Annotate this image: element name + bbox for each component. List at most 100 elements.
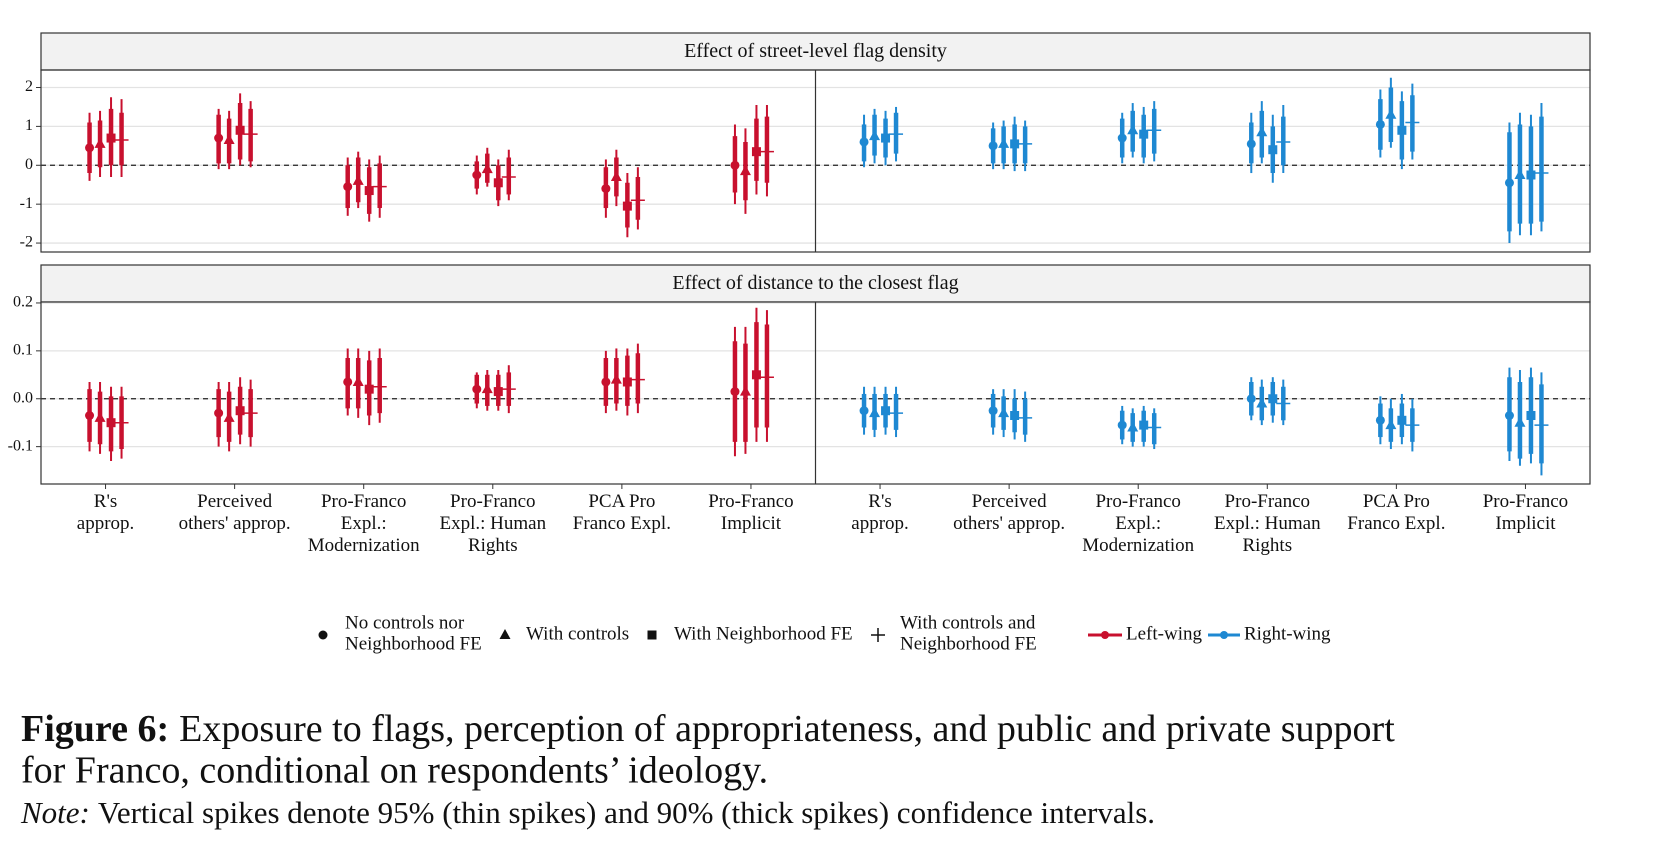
marker: [114, 415, 129, 430]
caption-text: Exposure to flags, perception of appropr…: [179, 708, 1395, 750]
y-tick-label: 2: [25, 78, 33, 95]
x-tick-label: Perceived others' approp.: [179, 491, 291, 534]
marker: [759, 370, 774, 385]
x-tick-label: R's approp.: [851, 491, 909, 534]
caption-line: Figure 6: Exposure to flags, perception o…: [21, 708, 1395, 750]
x-tick-label: PCA Pro Franco Expl.: [1347, 491, 1445, 534]
y-tick-label: -1: [20, 195, 33, 212]
marker: [1514, 169, 1526, 179]
marker: [501, 382, 516, 397]
marker: [1526, 411, 1536, 421]
x-tick-label: Perceived others' approp.: [953, 491, 1065, 534]
x-tick-label: PCA Pro Franco Expl.: [573, 491, 671, 534]
marker: [1276, 134, 1291, 149]
marker: [1514, 416, 1526, 427]
strip: [40, 32, 1591, 71]
marker: [472, 384, 482, 394]
marker: [1405, 115, 1420, 130]
note-label: Note:: [20, 795, 90, 830]
marker: [998, 407, 1010, 418]
marker: [869, 130, 881, 141]
marker: [1504, 411, 1514, 421]
marker: [1526, 170, 1536, 180]
marker: [751, 147, 761, 157]
marker: [1147, 420, 1162, 435]
marker: [630, 372, 645, 387]
marker: [481, 163, 493, 174]
marker: [481, 383, 493, 394]
marker: [759, 144, 774, 159]
marker: [1276, 396, 1291, 411]
marker: [881, 133, 891, 143]
marker: [751, 370, 761, 380]
marker: [493, 387, 503, 397]
y-tick-label: 0.1: [13, 342, 33, 359]
marker: [601, 184, 611, 194]
y-tick-label: 0.0: [13, 389, 33, 406]
x-tick-label: Pro-Franco Implicit: [1483, 491, 1568, 534]
marker: [1117, 420, 1127, 430]
marker: [106, 133, 116, 143]
marker: [114, 133, 129, 147]
x-tick-label: Pro-Franco Implicit: [708, 491, 793, 534]
marker: [1504, 178, 1514, 188]
marker: [889, 127, 904, 142]
y-tick-label: -0.1: [8, 437, 33, 454]
marker: [223, 411, 235, 422]
caption-text: for Franco, conditional on respondents’ …: [21, 750, 768, 792]
marker: [1534, 166, 1549, 181]
marker: [223, 134, 235, 144]
legend-label: Right-wing: [1244, 623, 1331, 644]
marker: [85, 143, 95, 153]
marker: [1385, 419, 1397, 430]
marker: [1018, 136, 1033, 151]
marker: [343, 377, 353, 387]
marker: [352, 174, 364, 185]
marker: [493, 178, 503, 188]
marker: [610, 170, 622, 181]
marker: [988, 141, 998, 151]
marker: [1397, 415, 1407, 425]
marker: [1397, 125, 1407, 135]
legend-dot: [1101, 631, 1109, 639]
marker: [1268, 145, 1278, 155]
legend-label: No controls nor Neighborhood FE: [345, 613, 482, 655]
caption-note: Note: Vertical spikes denote 95% (thin sp…: [20, 795, 1155, 830]
marker: [85, 411, 95, 421]
marker: [988, 406, 998, 416]
marker: [998, 137, 1010, 148]
marker: [1375, 119, 1385, 129]
marker: [1256, 126, 1268, 137]
y-tick-label: 0.2: [13, 294, 33, 311]
marker: [1139, 420, 1149, 430]
marker: [1127, 124, 1139, 135]
marker: [214, 408, 224, 418]
x-tick-label: Pro-Franco Expl.: Modernization: [308, 491, 420, 556]
marker: [501, 169, 516, 184]
marker: [1018, 410, 1033, 425]
marker: [243, 406, 258, 421]
marker: [869, 407, 881, 418]
marker: [94, 411, 106, 422]
marker: [1117, 133, 1127, 143]
legend-dot: [1220, 631, 1228, 639]
marker: [1405, 418, 1420, 433]
marker: [343, 182, 353, 192]
marker: [1534, 418, 1549, 433]
marker: [881, 406, 891, 416]
marker: [472, 170, 482, 180]
marker: [243, 127, 258, 142]
marker: [1385, 108, 1397, 119]
caption-label: Figure 6:: [21, 708, 169, 750]
y-tick-label: 0: [25, 156, 33, 173]
marker: [647, 630, 657, 640]
marker: [94, 137, 106, 148]
marker: [859, 137, 869, 147]
marker: [610, 373, 622, 384]
x-tick-label: Pro-Franco Expl.: Modernization: [1082, 491, 1194, 556]
marker: [739, 165, 751, 176]
marker: [1127, 421, 1139, 432]
legend-label: With controls and Neighborhood FE: [900, 613, 1037, 655]
marker: [1375, 415, 1385, 425]
